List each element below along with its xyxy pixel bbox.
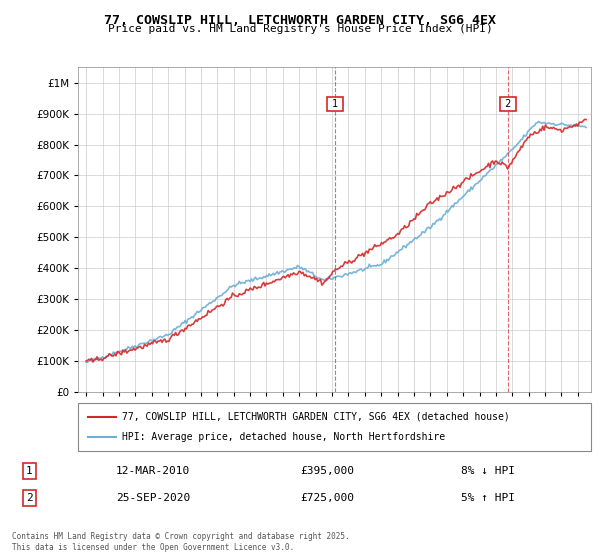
Text: 77, COWSLIP HILL, LETCHWORTH GARDEN CITY, SG6 4EX: 77, COWSLIP HILL, LETCHWORTH GARDEN CITY…: [104, 14, 496, 27]
Text: HPI: Average price, detached house, North Hertfordshire: HPI: Average price, detached house, Nort…: [122, 432, 445, 442]
Text: 25-SEP-2020: 25-SEP-2020: [116, 493, 190, 503]
Text: £395,000: £395,000: [300, 466, 354, 476]
Text: 12-MAR-2010: 12-MAR-2010: [116, 466, 190, 476]
Text: 1: 1: [26, 466, 32, 476]
Text: 2: 2: [26, 493, 32, 503]
Text: 77, COWSLIP HILL, LETCHWORTH GARDEN CITY, SG6 4EX (detached house): 77, COWSLIP HILL, LETCHWORTH GARDEN CITY…: [122, 412, 509, 422]
Text: Contains HM Land Registry data © Crown copyright and database right 2025.
This d: Contains HM Land Registry data © Crown c…: [12, 532, 350, 552]
Text: 2: 2: [502, 99, 514, 109]
Text: Price paid vs. HM Land Registry's House Price Index (HPI): Price paid vs. HM Land Registry's House …: [107, 24, 493, 34]
Text: 5% ↑ HPI: 5% ↑ HPI: [461, 493, 515, 503]
FancyBboxPatch shape: [78, 403, 591, 451]
Text: 8% ↓ HPI: 8% ↓ HPI: [461, 466, 515, 476]
Text: £725,000: £725,000: [300, 493, 354, 503]
Text: 1: 1: [329, 99, 341, 109]
